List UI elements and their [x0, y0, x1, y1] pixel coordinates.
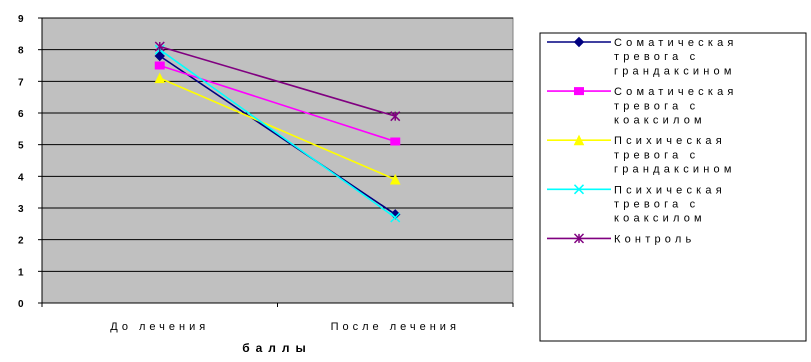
- x-tick-label: После лечения: [331, 321, 460, 333]
- legend-label: Соматическая: [614, 86, 738, 98]
- series-5: [154, 41, 401, 122]
- data-point: [573, 36, 585, 48]
- data-point: [154, 50, 165, 62]
- axes: 0 1 2 3 4 5 6 7 8 9 До лечения После лечения: [18, 14, 514, 333]
- legend-label: Соматическая: [614, 37, 738, 49]
- data-point: [390, 137, 401, 146]
- y-tick-label: 7: [18, 77, 24, 88]
- x-tick-label: До лечения: [110, 321, 209, 333]
- y-tick-label: 9: [18, 14, 24, 25]
- data-point: [154, 61, 165, 70]
- y-tick-label: 6: [18, 109, 24, 120]
- legend-label: Контроль: [614, 233, 695, 245]
- y-tick-label: 5: [18, 141, 24, 152]
- data-point: [154, 41, 165, 52]
- data-point-stroke: [390, 212, 401, 223]
- legend-label: Психическая: [614, 184, 726, 196]
- legend-label: тревога с: [614, 149, 699, 161]
- series-line: [159, 49, 396, 219]
- data-point: [573, 134, 585, 146]
- series-line: [159, 45, 396, 117]
- legend-label: тревога с: [614, 100, 699, 112]
- legend-label: коаксилом: [614, 213, 706, 225]
- legend-label: коаксилом: [614, 115, 706, 127]
- legend-item-5: Контроль: [547, 233, 695, 245]
- series-3: [154, 72, 401, 185]
- series-1: [154, 50, 401, 220]
- legend-label: Психическая: [614, 135, 726, 147]
- y-tick-label: 4: [18, 172, 24, 183]
- plot-area: [41, 17, 514, 304]
- y-tick-label: 3: [18, 204, 24, 215]
- legend-label: грандаксином: [614, 164, 736, 176]
- legend-item-4: Психическая тревога с коаксилом: [547, 184, 726, 225]
- data-point: [573, 184, 585, 195]
- data-point-stroke: [573, 184, 585, 195]
- legend-item-3: Психическая тревога с грандаксином: [547, 134, 736, 176]
- data-point: [154, 72, 166, 84]
- y-tick-label: 0: [18, 299, 24, 310]
- series-line: [159, 55, 396, 215]
- data-point: [390, 111, 401, 122]
- y-tick-label: 2: [18, 236, 24, 247]
- legend-label: грандаксином: [614, 65, 736, 77]
- series-line: [159, 77, 396, 181]
- y-tick-label: 1: [18, 267, 24, 278]
- legend-box: [539, 32, 807, 342]
- legend-label: тревога с: [614, 199, 699, 211]
- y-tick-label: 8: [18, 46, 24, 57]
- x-axis-title: баллы: [242, 341, 312, 355]
- legend-item-1: Соматическая тревога с грандаксином: [547, 36, 738, 77]
- legend-label: тревога с: [614, 51, 699, 63]
- gridlines: [42, 17, 513, 272]
- legend-item-2: Соматическая тревога с коаксилом: [547, 86, 738, 127]
- data-point: [389, 173, 401, 185]
- data-point: [573, 233, 585, 244]
- data-point: [390, 212, 401, 223]
- series-layer: [154, 41, 401, 223]
- data-point: [574, 87, 584, 96]
